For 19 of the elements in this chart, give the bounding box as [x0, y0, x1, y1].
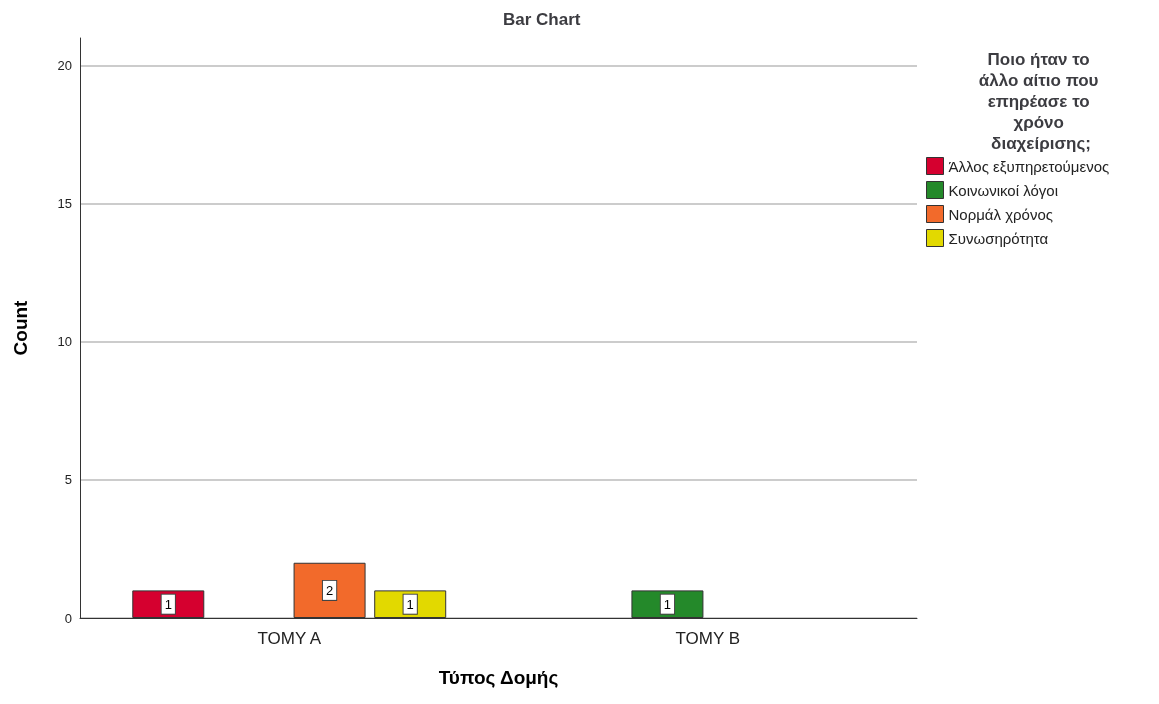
chart-title: Bar Chart [503, 10, 581, 29]
y-axis-title: Count [10, 299, 31, 356]
legend-label: Κοινωνικοί λόγοι [948, 181, 1058, 199]
y-tick-label: 10 [57, 334, 72, 350]
data-label: 1 [663, 596, 672, 612]
y-tick-label: 20 [57, 58, 72, 74]
data-label: 1 [406, 596, 414, 612]
legend-title: Ποιο ήταν το άλλο αίτιο που επηρέασε το χρόνο διαχείρισης; [978, 50, 1104, 153]
data-label: 1 [164, 596, 172, 612]
y-tick-label: 15 [57, 196, 72, 212]
y-tick-label: 0 [64, 610, 72, 626]
x-axis-title: Τύπος Δομής [438, 667, 559, 688]
legend-label: Άλλος εξυπηρετούμενος [948, 157, 1110, 175]
legend-label: Συνωσηρότητα [948, 229, 1049, 247]
x-tick-label: ΤΟΜΥ Α [257, 629, 322, 648]
legend-label: Νορμάλ χρόνος [948, 205, 1054, 223]
x-tick-label: ΤΟΜΥ Β [675, 629, 741, 648]
y-tick-label: 5 [64, 472, 72, 488]
data-label: 2 [325, 582, 334, 598]
